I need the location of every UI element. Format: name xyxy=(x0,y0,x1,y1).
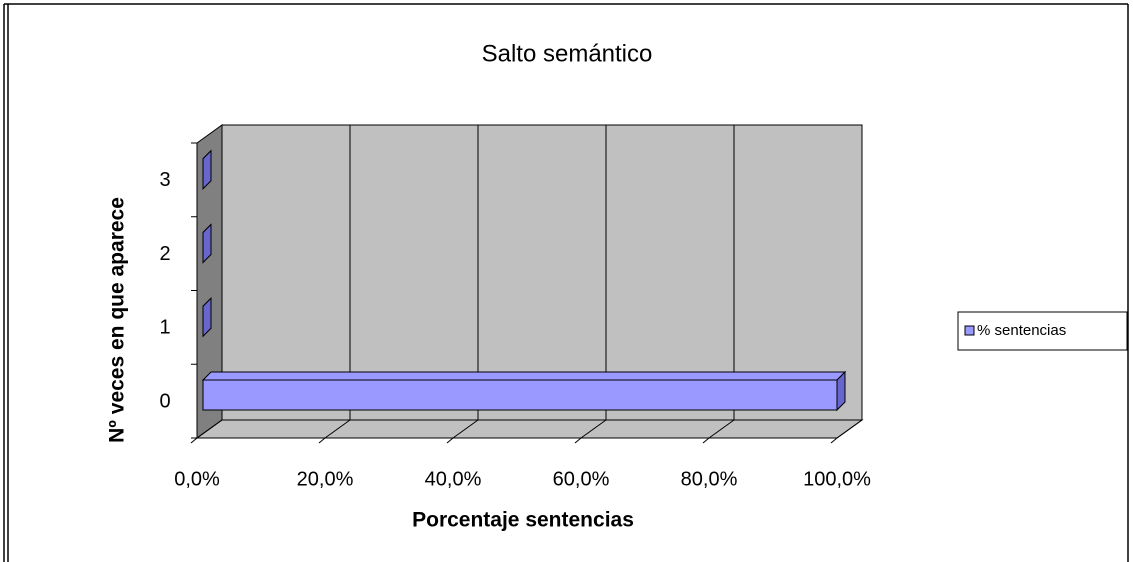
x-tick-label: 40,0% xyxy=(425,468,482,490)
x-tick-label: 0,0% xyxy=(174,468,220,490)
x-tick-label: 80,0% xyxy=(681,468,738,490)
y-tick-label: 1 xyxy=(159,317,170,339)
x-tick xyxy=(190,437,198,444)
y-tick-label: 0 xyxy=(159,390,170,412)
x-tick-label: 20,0% xyxy=(297,468,354,490)
x-tick xyxy=(318,437,326,444)
x-tick xyxy=(574,437,582,444)
legend-swatch xyxy=(964,325,975,336)
y-tick-label: 2 xyxy=(159,243,170,265)
legend-label: % sentencias xyxy=(977,322,1066,339)
floor xyxy=(195,419,864,439)
x-tick xyxy=(446,437,454,444)
grid-line xyxy=(580,419,607,439)
bar-top xyxy=(201,371,847,381)
x-tick-label: 60,0% xyxy=(553,468,610,490)
x-tick-label: 100,0% xyxy=(803,468,871,490)
grid-line xyxy=(196,419,223,439)
y-tick-label: 3 xyxy=(159,169,170,191)
grid-line xyxy=(836,419,863,439)
chart-title: Salto semántico xyxy=(482,40,653,67)
grid-line xyxy=(452,419,479,439)
x-tick xyxy=(830,437,838,444)
bar-side xyxy=(202,223,212,264)
grid-line xyxy=(324,419,351,439)
y-axis-label: Nº veces en que aparece xyxy=(106,197,129,443)
legend xyxy=(957,311,1128,351)
x-axis-label: Porcentaje sentencias xyxy=(412,509,634,532)
bar xyxy=(202,379,838,411)
x-tick xyxy=(702,437,710,444)
grid-line xyxy=(708,419,735,439)
bar-side xyxy=(202,149,212,190)
bar-side xyxy=(202,297,212,338)
